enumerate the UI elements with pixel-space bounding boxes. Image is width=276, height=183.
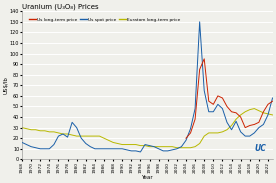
X-axis label: Year: Year — [142, 175, 153, 180]
Legend: Us long-term price, Us spot price, Euratom long-term price: Us long-term price, Us spot price, Eurat… — [29, 18, 181, 22]
Text: Uranium (U₃O₈) Prices: Uranium (U₃O₈) Prices — [22, 3, 99, 10]
Text: UC: UC — [254, 144, 266, 153]
Y-axis label: US$/lb: US$/lb — [4, 76, 9, 94]
